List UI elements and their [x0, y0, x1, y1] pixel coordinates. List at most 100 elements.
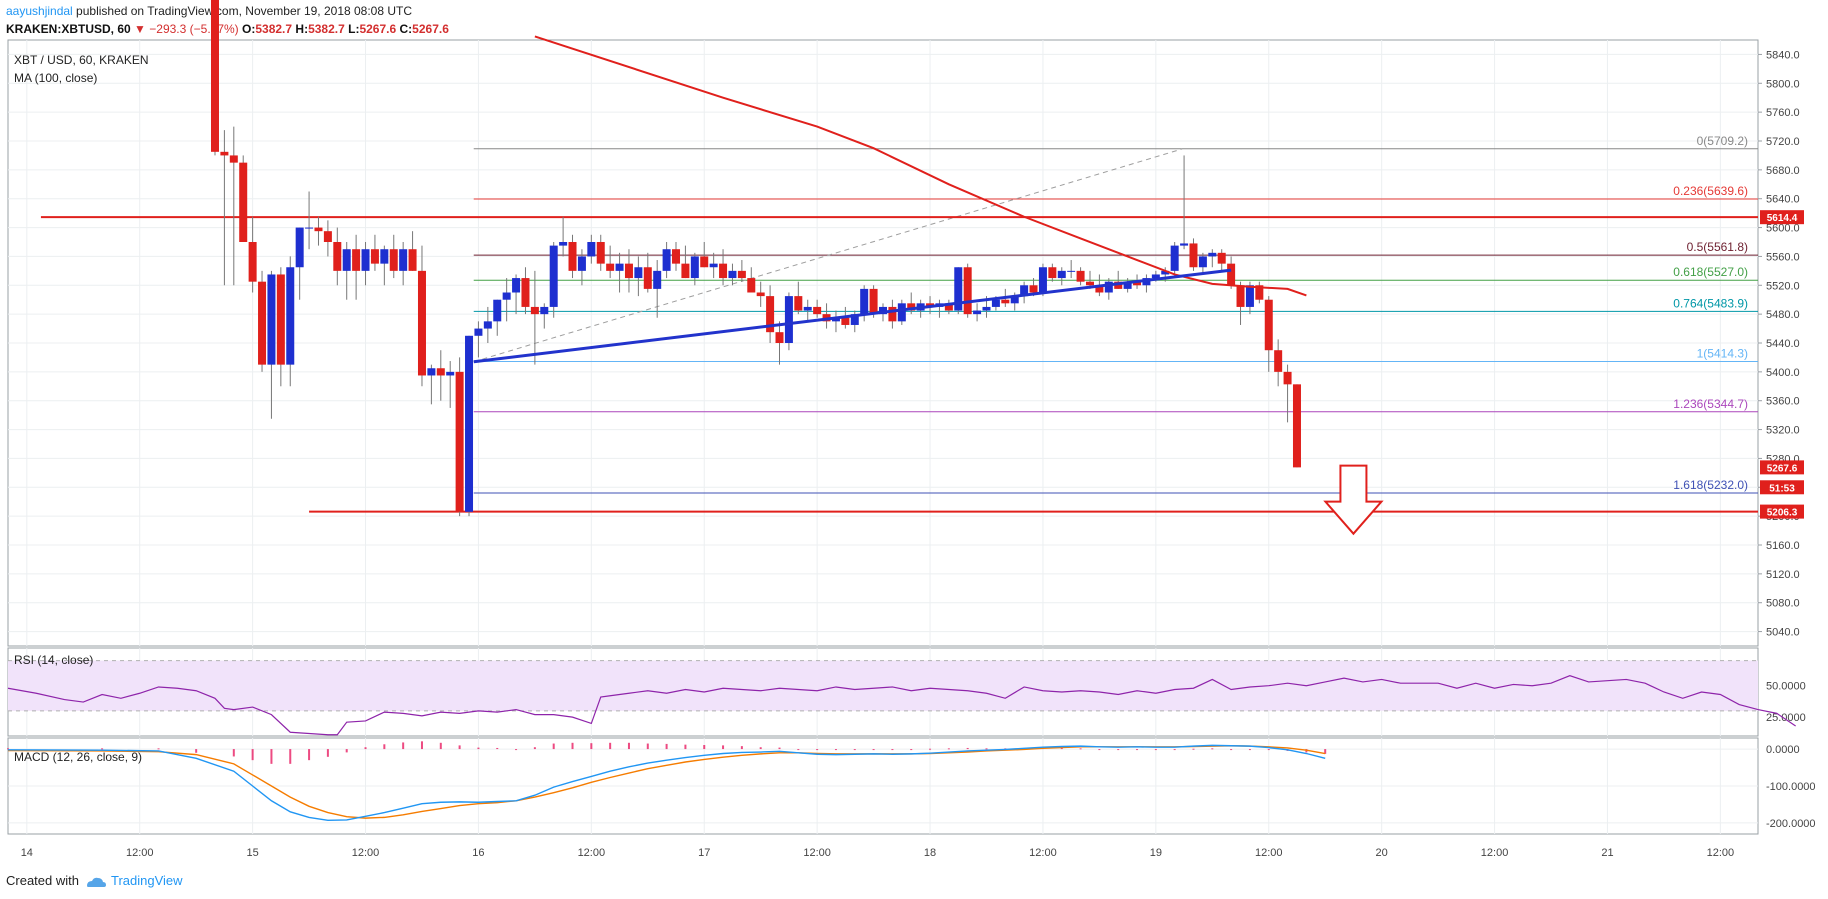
candle-body [1274, 350, 1283, 372]
price-tag-label: 5206.3 [1767, 508, 1798, 519]
candle-body [897, 303, 906, 322]
y-tick-label: 5080.0 [1766, 598, 1800, 610]
candle-body [1010, 296, 1019, 304]
x-tick-label: 21 [1601, 847, 1613, 859]
x-tick-label: 20 [1376, 847, 1388, 859]
macd-histogram-bar [1324, 749, 1327, 754]
macd-line [7, 744, 1326, 822]
y-tick-label: 5480.0 [1766, 309, 1800, 321]
macd-histogram-bar [270, 749, 273, 764]
fib-level-label: 0(5709.2) [1697, 134, 1748, 148]
candle-body [1198, 256, 1207, 268]
candle-body [389, 249, 398, 271]
open-value: 5382.7 [255, 22, 293, 36]
candle-body [879, 306, 887, 315]
y-tick-label: 5680.0 [1766, 165, 1800, 177]
candle-body [352, 249, 361, 271]
y-tick-label: 5560.0 [1766, 251, 1800, 263]
candle-body [333, 242, 342, 271]
candle-body [408, 249, 417, 271]
candle-body [634, 267, 643, 279]
published-text: published on TradingView.com, November 1… [72, 4, 413, 18]
macd-histogram-bar [1192, 748, 1195, 750]
macd-histogram-bar [1230, 749, 1233, 751]
candle-body [483, 321, 492, 329]
macd-histogram-bar [797, 749, 800, 751]
candle-body [944, 303, 953, 311]
macd-y-tick-label: -100.0000 [1766, 781, 1816, 793]
fib-level-label: 1(5414.3) [1697, 347, 1748, 361]
ma-100-line [534, 35, 1307, 297]
x-tick-label: 14 [21, 847, 33, 859]
macd-histogram-bar [759, 747, 762, 750]
footer: Created with TradingView [6, 873, 183, 888]
candle-body [1245, 285, 1254, 307]
down-arrow-annotation-icon [1323, 464, 1384, 536]
candle-body [1161, 270, 1170, 275]
candle-body [643, 267, 652, 289]
macd-histogram-bar [571, 742, 574, 750]
macd-histogram-bar [308, 749, 311, 761]
candle-body [258, 281, 267, 365]
candle-body [1048, 267, 1057, 279]
candle-body [973, 310, 982, 315]
candle-body [596, 242, 605, 264]
candle-body [370, 249, 379, 264]
fib-level-label: 0.5(5561.8) [1687, 240, 1748, 254]
candle-body [577, 256, 586, 271]
low-value: 5267.6 [359, 22, 397, 36]
y-tick-label: 5800.0 [1766, 78, 1800, 90]
macd-histogram-bar [1154, 749, 1157, 751]
x-tick-label: 12:00 [126, 847, 154, 859]
macd-histogram-bar [1060, 747, 1063, 750]
candle-body [756, 292, 765, 297]
price-tag-box [1760, 504, 1804, 519]
candle-body [1029, 285, 1038, 293]
macd-histogram-bar [232, 749, 235, 757]
macd-histogram-bar [966, 747, 969, 750]
publish-line: aayushjindal published on TradingView.co… [6, 4, 412, 18]
candle-body [888, 306, 897, 322]
macd-histogram-bar [609, 742, 612, 750]
high-value: 5382.7 [308, 22, 345, 36]
created-with-label: Created with [6, 873, 79, 888]
macd-histogram-bar [289, 749, 292, 764]
candle-body [728, 270, 737, 279]
macd-histogram-bar [326, 749, 329, 757]
candle-body [380, 249, 389, 264]
x-tick-label: 19 [1150, 847, 1162, 859]
tradingview-brand-link[interactable]: TradingView [110, 873, 183, 888]
macd-histogram-bar [722, 745, 725, 750]
fib-level-label: 1.618(5232.0) [1673, 478, 1748, 492]
candle-body [446, 371, 455, 376]
candle-body [521, 278, 530, 307]
candle-body [709, 263, 718, 268]
macd-histogram-bar [891, 749, 894, 751]
macd-histogram-bar [910, 749, 913, 751]
x-tick-label: 12:00 [1255, 847, 1283, 859]
macd-histogram-bar [7, 748, 9, 750]
y-tick-label: 5640.0 [1766, 194, 1800, 206]
candle-body [831, 317, 840, 322]
x-tick-label: 16 [472, 847, 484, 859]
candle-body [700, 256, 709, 268]
candle-body [427, 368, 436, 376]
rsi-line [7, 675, 1796, 736]
price-tag-label: 5614.4 [1767, 213, 1798, 224]
candle-body [314, 227, 323, 232]
candle-body [549, 245, 558, 307]
candle-body [813, 306, 822, 315]
candle-body [1255, 285, 1264, 300]
candle-body [248, 242, 257, 282]
candle-body [1057, 270, 1066, 279]
author-link[interactable]: aayushjindal [6, 4, 73, 18]
macd-histogram-bar [251, 749, 254, 761]
candle-body [719, 263, 728, 279]
macd-histogram-bar [985, 748, 988, 750]
macd-histogram-bar [947, 748, 950, 750]
candle-body [1038, 267, 1047, 293]
macd-histogram-bar [778, 747, 781, 750]
fib-swing-dashed-line [473, 148, 1183, 363]
candle-body [775, 332, 784, 343]
